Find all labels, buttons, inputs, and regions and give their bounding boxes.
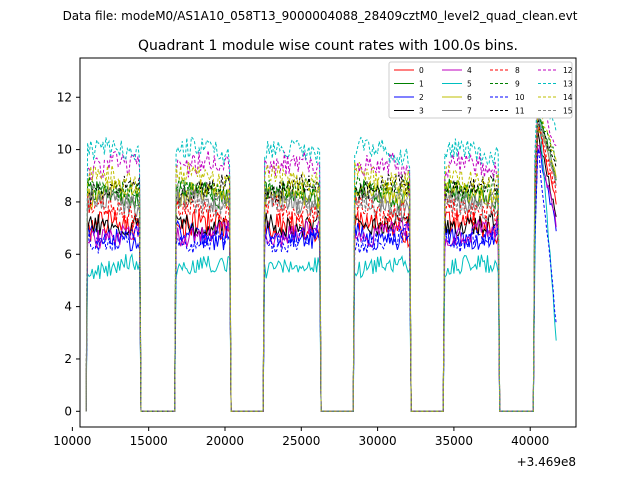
legend-label-9: 9 bbox=[515, 80, 520, 89]
y-tick-label: 2 bbox=[64, 352, 72, 366]
x-tick-label: 10000 bbox=[53, 434, 91, 448]
plot-frame bbox=[79, 57, 577, 428]
x-tick-label: 25000 bbox=[282, 434, 320, 448]
x-tick-label: 40000 bbox=[511, 434, 549, 448]
y-tick-label: 8 bbox=[64, 195, 72, 209]
series-line-8 bbox=[85, 127, 557, 412]
series-layer bbox=[85, 84, 557, 412]
series-line-3 bbox=[85, 130, 557, 412]
legend-label-6: 6 bbox=[467, 93, 472, 102]
x-axis: 10000 15000 20000 25000 30000 35000 40000 bbox=[53, 427, 549, 448]
legend-label-15: 15 bbox=[563, 107, 573, 116]
series-line-13 bbox=[85, 84, 557, 412]
chart-suptitle: Data file: modeM0/AS1A10_058T13_90000040… bbox=[63, 9, 578, 23]
y-tick-label: 12 bbox=[57, 90, 72, 104]
series-line-12 bbox=[85, 102, 557, 412]
legend-label-14: 14 bbox=[563, 93, 573, 102]
series-line-9 bbox=[85, 105, 557, 412]
y-tick-label: 10 bbox=[57, 143, 72, 157]
legend-label-5: 5 bbox=[467, 80, 472, 89]
legend-label-4: 4 bbox=[467, 66, 472, 75]
series-line-2 bbox=[85, 148, 557, 412]
y-axis: 0 2 4 6 8 10 12 bbox=[57, 90, 80, 418]
y-tick-label: 6 bbox=[64, 247, 72, 261]
series-line-6 bbox=[85, 126, 557, 412]
legend-label-2: 2 bbox=[419, 93, 424, 102]
x-tick-label: 20000 bbox=[206, 434, 244, 448]
series-line-14 bbox=[85, 109, 557, 412]
series-line-5 bbox=[85, 91, 557, 412]
legend-label-8: 8 bbox=[515, 66, 520, 75]
x-offset-label: +3.469e8 bbox=[517, 455, 576, 469]
legend-label-10: 10 bbox=[515, 93, 525, 102]
y-tick-label: 4 bbox=[64, 300, 72, 314]
chart-title: Quadrant 1 module wise count rates with … bbox=[138, 38, 518, 54]
y-tick-label: 0 bbox=[64, 404, 72, 418]
x-tick-label: 35000 bbox=[435, 434, 473, 448]
series-line-4 bbox=[85, 144, 557, 412]
legend-label-3: 3 bbox=[419, 107, 424, 116]
x-tick-label: 30000 bbox=[359, 434, 397, 448]
legend-label-11: 11 bbox=[515, 107, 525, 116]
series-line-15 bbox=[85, 116, 557, 412]
legend-label-12: 12 bbox=[563, 66, 573, 75]
legend-box bbox=[388, 61, 573, 119]
legend-label-1: 1 bbox=[419, 80, 424, 89]
legend-label-7: 7 bbox=[467, 107, 472, 116]
x-tick-label: 15000 bbox=[130, 434, 168, 448]
legend-label-13: 13 bbox=[563, 80, 573, 89]
series-line-7 bbox=[85, 113, 557, 412]
series-line-10 bbox=[85, 149, 557, 412]
legend-label-0: 0 bbox=[419, 66, 424, 75]
